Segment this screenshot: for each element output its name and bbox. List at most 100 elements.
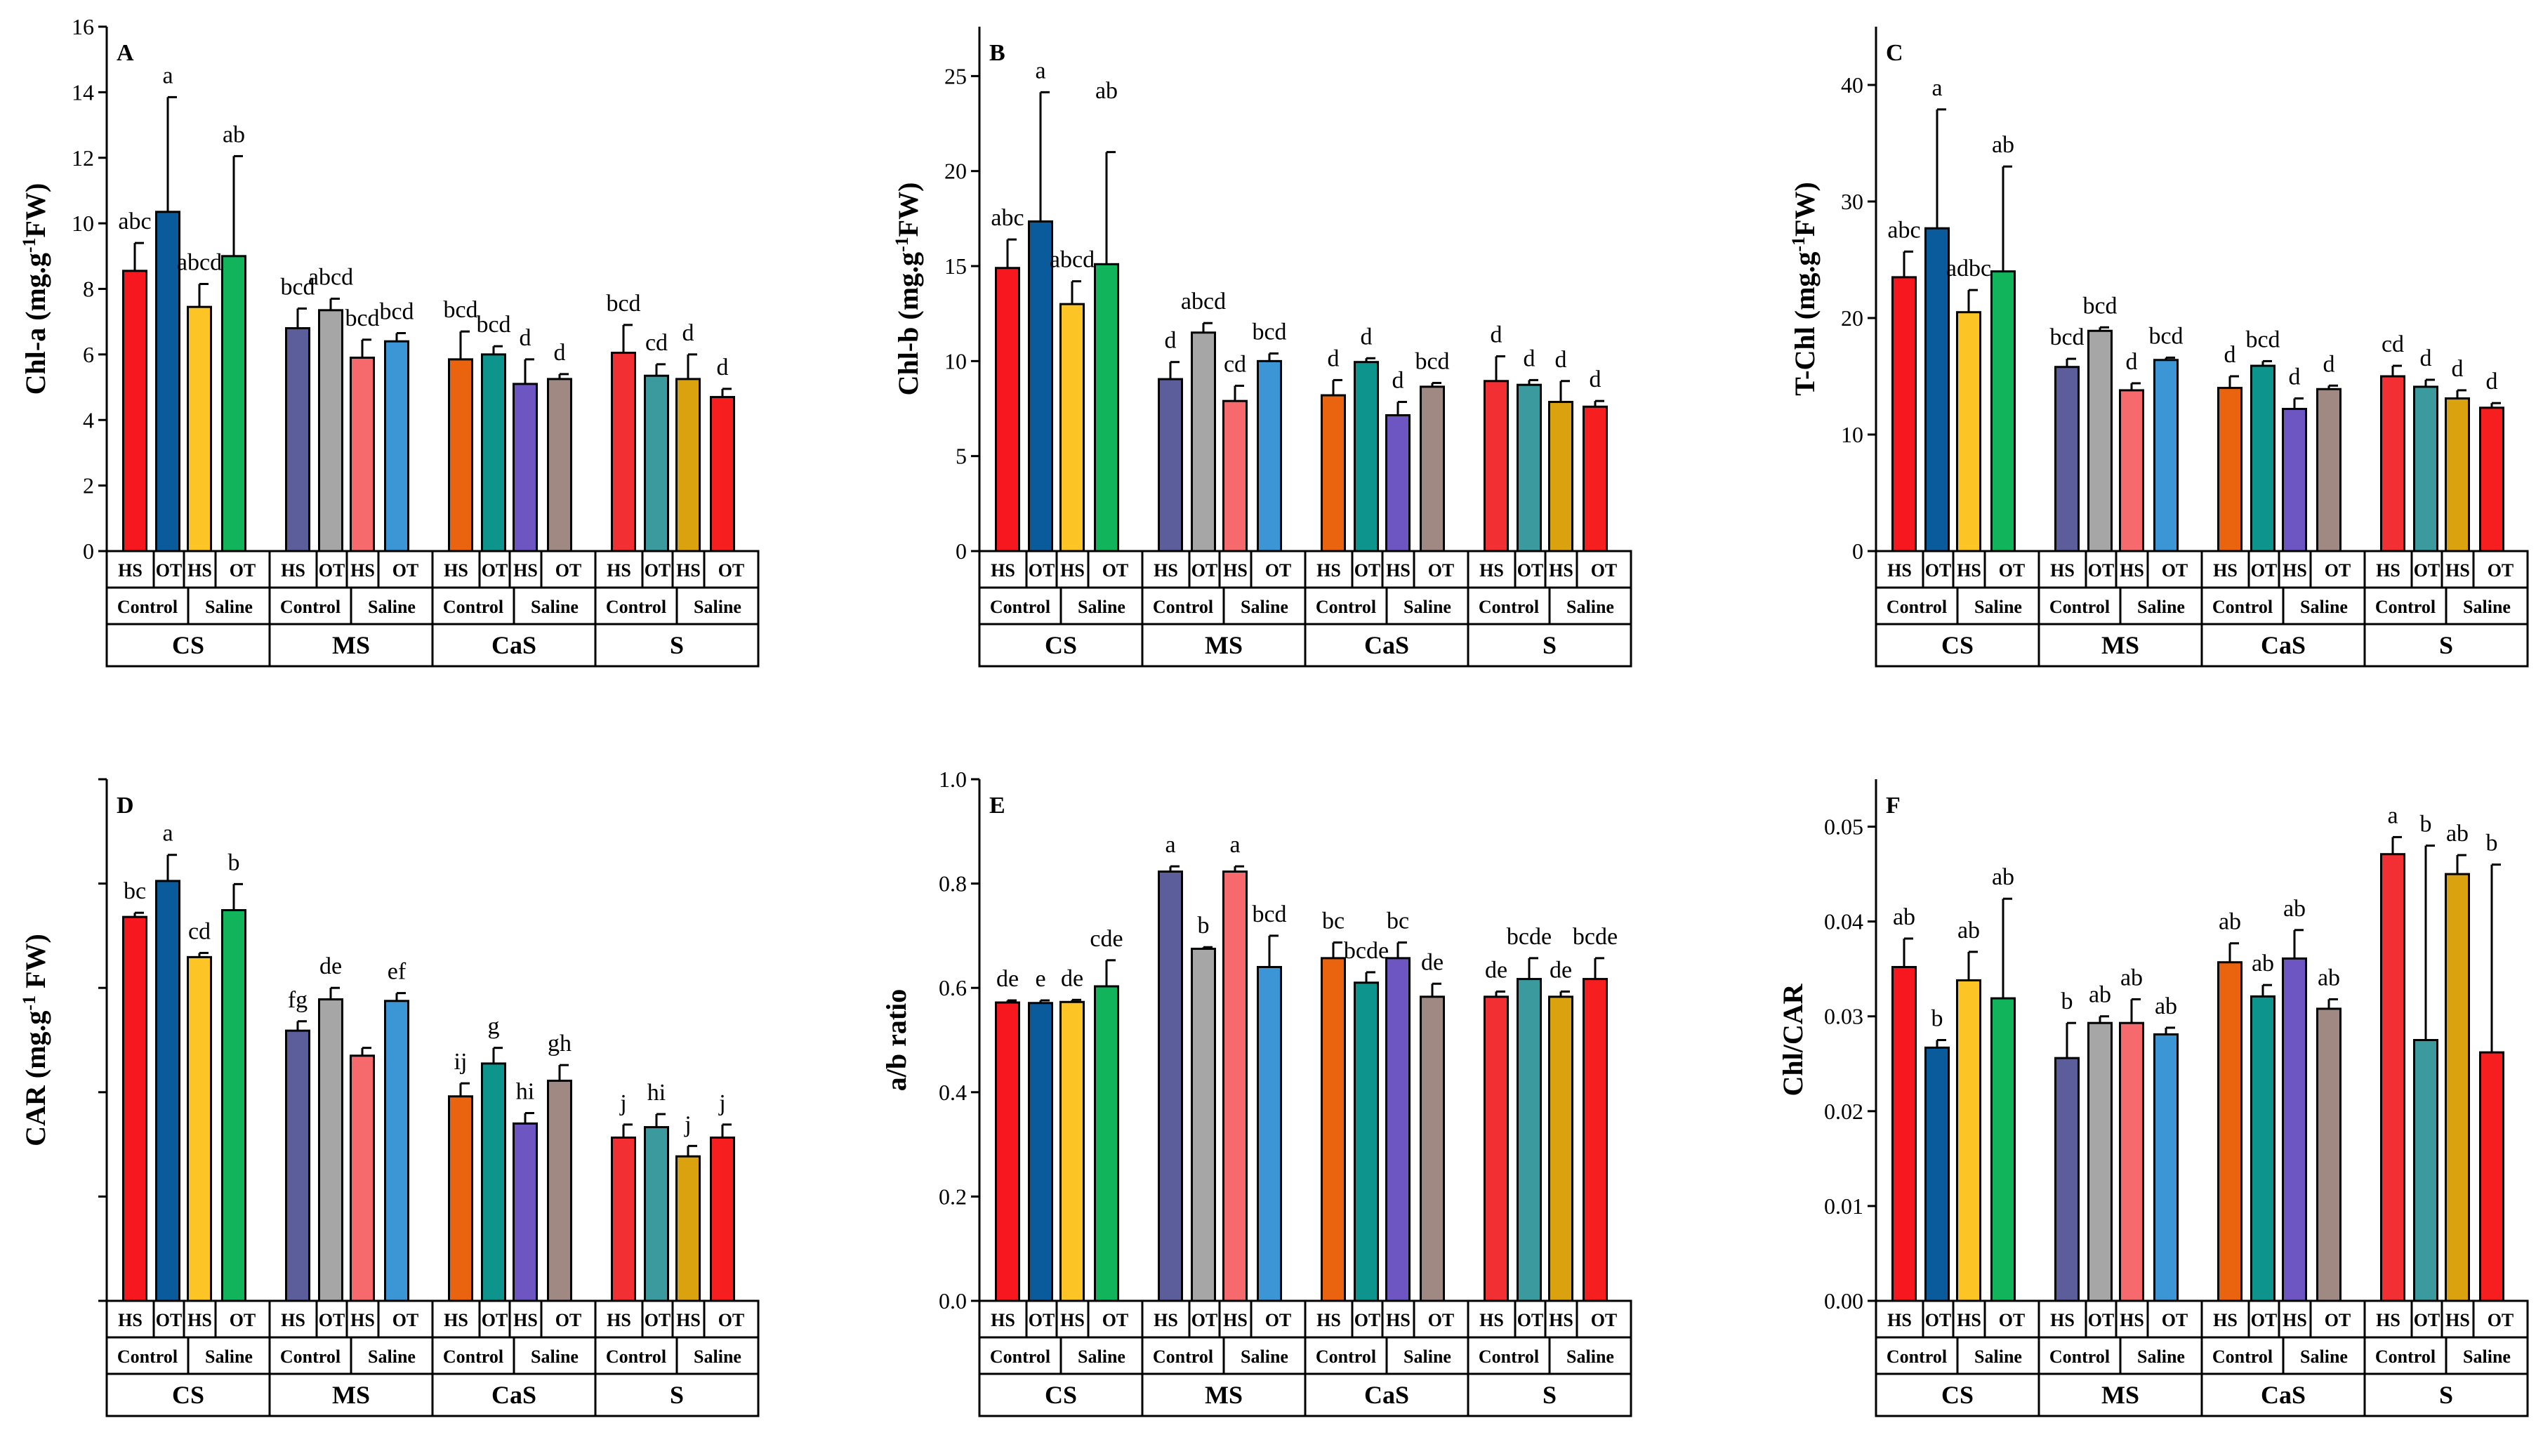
treatment-label: HS — [281, 560, 305, 581]
y-tick-label: 20 — [1841, 305, 1863, 331]
panel-letter: A — [117, 40, 134, 66]
y-tick-label: 0 — [956, 538, 967, 564]
significance-label: d — [520, 325, 531, 351]
y-tick-label: 10 — [1841, 422, 1863, 447]
treatment-label: HS — [513, 560, 538, 581]
condition-label: Control — [1479, 597, 1539, 617]
significance-label: ab — [2252, 951, 2274, 977]
treatment-label: OT — [718, 1310, 745, 1330]
treatment-label: HS — [1316, 560, 1341, 581]
treatment-label: HS — [513, 1310, 538, 1330]
significance-label: bcd — [1415, 348, 1449, 374]
significance-label: bcd — [2245, 326, 2280, 352]
bar-CS-1 — [1028, 1002, 1053, 1302]
treatment-label: HS — [2213, 560, 2238, 581]
treatment-label: OT — [555, 1310, 582, 1330]
bar-CaS-2 — [2282, 407, 2307, 552]
condition-label: Control — [2049, 597, 2110, 617]
significance-label: abc — [118, 209, 151, 234]
treatment-label: OT — [2162, 560, 2188, 581]
soil-label: S — [1543, 631, 1557, 659]
significance-label: abcd — [1050, 247, 1095, 273]
treatment-label: OT — [2251, 560, 2278, 581]
condition-label: Saline — [1241, 597, 1288, 617]
bar-MS-0 — [1158, 871, 1183, 1302]
condition-label: Control — [117, 1346, 178, 1367]
significance-label: b — [228, 849, 240, 875]
condition-label: Saline — [2463, 597, 2511, 617]
condition-label: Saline — [1403, 1346, 1451, 1367]
bar-CS-3 — [1094, 263, 1119, 552]
treatment-label: HS — [187, 560, 212, 581]
bar-MS-2 — [350, 1054, 375, 1302]
bar-CS-2 — [1956, 311, 1981, 552]
treatment-label: HS — [2120, 1310, 2144, 1330]
treatment-label: OT — [319, 1310, 345, 1330]
treatment-label: HS — [444, 560, 468, 581]
treatment-label: HS — [2283, 1310, 2307, 1330]
bar-S-0 — [1484, 995, 1509, 1302]
soil-label: CS — [1045, 631, 1077, 659]
significance-label: ab — [1095, 78, 1118, 104]
y-axis-label-main: CAR (mg.g — [20, 1011, 51, 1146]
treatment-label: OT — [230, 560, 256, 581]
bar-CS-0 — [995, 267, 1020, 552]
bar-S-3 — [710, 396, 735, 552]
bar-S-1 — [1517, 383, 1542, 552]
y-axis-label-tail: FW) — [892, 183, 924, 237]
treatment-label: HS — [1154, 1310, 1178, 1330]
y-axis-label-superscript: -1 — [19, 237, 39, 253]
soil-label: S — [2439, 1381, 2453, 1409]
treatment-label: HS — [1479, 1310, 1504, 1330]
bar-CS-0 — [1891, 276, 1917, 552]
bar-CS-0 — [122, 270, 147, 552]
y-tick-label: 0.4 — [939, 1080, 967, 1105]
significance-label: adbc — [1946, 256, 1991, 282]
bar-CS-1 — [1924, 1046, 1950, 1302]
significance-label: d — [1165, 328, 1177, 354]
significance-label: bc — [1322, 908, 1345, 934]
significance-label: a — [1035, 58, 1045, 84]
treatment-label: HS — [2376, 1310, 2400, 1330]
significance-label: d — [554, 340, 566, 366]
treatment-label: HS — [1887, 560, 1912, 581]
significance-label: d — [2486, 369, 2498, 395]
bar-MS-3 — [1257, 359, 1282, 552]
treatment-label: OT — [1999, 1310, 2026, 1330]
treatment-label: HS — [444, 1310, 468, 1330]
treatment-label: OT — [2088, 560, 2115, 581]
condition-label: Control — [2375, 1346, 2436, 1367]
significance-label: j — [684, 1111, 691, 1137]
condition-label: Saline — [1566, 597, 1614, 617]
significance-label: cd — [2382, 331, 2404, 357]
treatment-label: OT — [2414, 560, 2440, 581]
significance-label: d — [2289, 364, 2301, 390]
significance-label: bcd — [443, 297, 477, 323]
panel-letter: D — [117, 793, 134, 819]
bar-MS-2 — [1222, 871, 1248, 1302]
significance-label: fg — [288, 987, 308, 1013]
treatment-label: OT — [1102, 560, 1129, 581]
significance-label: bcd — [2148, 323, 2183, 349]
significance-label: ab — [2155, 993, 2177, 1019]
significance-label: e — [1035, 966, 1045, 992]
soil-label: CaS — [2261, 631, 2306, 659]
treatment-label: HS — [991, 560, 1015, 581]
bar-MS-3 — [384, 340, 409, 552]
y-axis-label: T-Chl (mg.g-1FW) — [1788, 182, 1821, 396]
significance-label: d — [1361, 324, 1373, 350]
condition-label: Control — [1887, 1346, 1947, 1367]
condition-label: Saline — [531, 1346, 579, 1367]
significance-label: b — [1198, 913, 1210, 939]
treatment-label: HS — [1154, 560, 1178, 581]
treatment-label: OT — [1925, 560, 1952, 581]
y-axis-label-superscript: -1 — [892, 237, 912, 252]
treatment-label: HS — [1060, 1310, 1085, 1330]
bar-S-0 — [2380, 853, 2405, 1302]
bar-S-1 — [644, 374, 669, 552]
bar-CS-2 — [1059, 1000, 1085, 1302]
treatment-label: OT — [482, 560, 508, 581]
bar-CaS-0 — [2217, 961, 2243, 1302]
